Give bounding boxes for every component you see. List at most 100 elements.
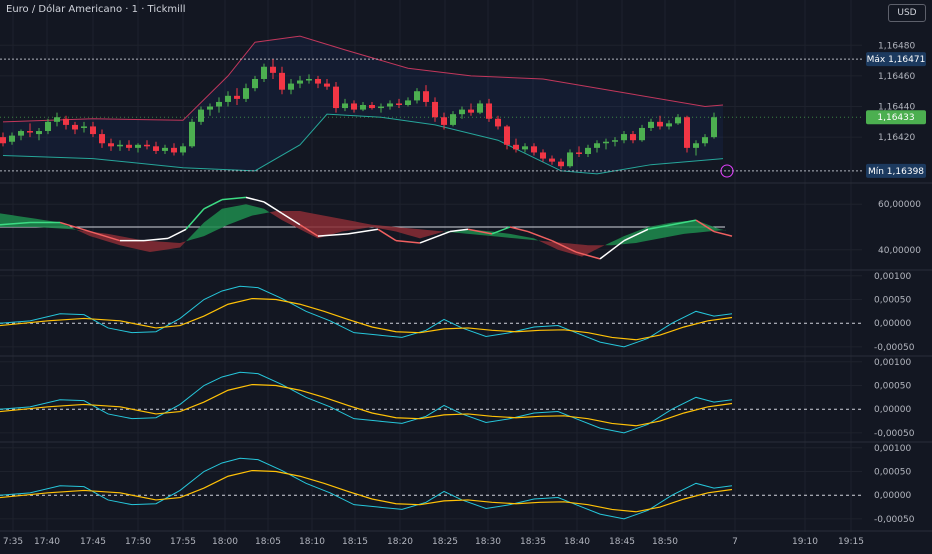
time-tick-label: 18:05 — [255, 537, 281, 547]
candle-body — [684, 117, 690, 148]
candle — [693, 140, 699, 156]
candle-body — [135, 144, 141, 148]
macd-line — [0, 457, 733, 520]
candle-body — [261, 66, 267, 79]
rsi-line-segment — [599, 240, 625, 260]
bollinger-upper-line — [2, 35, 724, 123]
rsi-cloud-segment — [240, 204, 246, 221]
rsi-cloud-segment — [672, 221, 678, 237]
rsi-line-segment — [299, 224, 319, 237]
rsi-cloud-segment — [414, 228, 420, 239]
rsi-cloud-segment — [690, 220, 696, 234]
rsi-cloud-segment — [186, 234, 192, 242]
rsi-cloud-segment — [396, 227, 402, 234]
candle-body — [162, 147, 168, 151]
candle-body — [486, 103, 492, 119]
rsi-cloud-segment — [588, 245, 594, 254]
time-tick-label: 18:25 — [432, 537, 458, 547]
rsi-line-segment — [695, 219, 715, 233]
candle-body — [36, 131, 42, 135]
rsi-cloud-segment — [600, 244, 606, 248]
candle — [549, 155, 555, 165]
candle-body — [621, 134, 627, 141]
rsi-cloud-segment — [168, 242, 174, 250]
macd-tick-label: -0,00050 — [874, 429, 915, 439]
rsi-cloud-segment — [126, 237, 132, 248]
candle — [378, 103, 384, 113]
candle-body — [612, 140, 618, 142]
rsi-line-segment — [395, 239, 421, 244]
candle — [486, 98, 492, 122]
candle-body — [711, 117, 717, 138]
candle-body — [144, 144, 150, 147]
rsi-cloud-segment — [78, 230, 84, 234]
rsi-line-segment — [419, 230, 451, 244]
price-tick-label: 1,16440 — [878, 103, 915, 113]
rsi-line-segment — [575, 251, 601, 260]
rsi-cloud-segment — [174, 242, 180, 249]
time-tick-label: 18:10 — [299, 537, 325, 547]
candle — [117, 140, 123, 151]
candle — [432, 97, 438, 122]
rsi-cloud-segment — [252, 205, 258, 216]
min-price-label-bg — [866, 163, 926, 178]
candle-body — [405, 100, 411, 105]
lightning-icon — [720, 164, 734, 178]
macd-tick-label: 0,00100 — [874, 358, 911, 368]
rsi-cloud-segment — [438, 230, 444, 234]
rsi-cloud-segment — [270, 211, 276, 217]
rsi-cloud-segment — [246, 204, 252, 218]
macd-tick-label: 0,00050 — [874, 295, 911, 305]
candle — [360, 101, 366, 112]
currency-button[interactable]: USD — [888, 4, 926, 22]
candle-body — [180, 146, 186, 153]
candle — [27, 123, 33, 138]
candle — [9, 132, 15, 145]
rsi-line-segment — [551, 239, 577, 253]
candle — [324, 78, 330, 90]
rsi-cloud-segment — [552, 241, 558, 250]
candle-body — [270, 66, 276, 73]
rsi-cloud-segment — [84, 230, 90, 237]
candle — [630, 131, 636, 144]
bollinger-lower-line — [2, 113, 724, 175]
rsi-cloud-segment — [594, 245, 600, 251]
rsi-cloud-segment — [156, 241, 162, 252]
time-tick-label: 18:40 — [564, 537, 590, 547]
candle-body — [225, 95, 231, 102]
candle — [72, 121, 78, 135]
rsi-cloud-segment — [510, 233, 516, 239]
rsi-tick-label: 40,00000 — [878, 246, 921, 256]
rsi-cloud-segment — [60, 222, 66, 229]
candle — [639, 124, 645, 142]
rsi-cloud-segment — [678, 221, 684, 235]
candle-body — [477, 103, 483, 113]
candle — [612, 137, 618, 147]
candle — [576, 146, 582, 158]
macd-tick-label: 0,00100 — [874, 272, 911, 282]
candle — [135, 143, 141, 153]
candle-body — [495, 118, 501, 127]
signal-line — [0, 469, 733, 513]
rsi-cloud-segment — [144, 240, 150, 253]
candle-body — [549, 158, 555, 162]
rsi-line-segment — [527, 230, 553, 242]
candle — [369, 101, 375, 110]
max-price-label-bg — [866, 52, 926, 67]
candle-body — [216, 101, 222, 107]
candle — [423, 85, 429, 107]
candle — [333, 82, 339, 113]
candle — [405, 97, 411, 107]
candle — [279, 66, 285, 95]
rsi-tick-label: 60,00000 — [878, 200, 921, 210]
candle — [387, 100, 393, 110]
candle — [261, 63, 267, 83]
candle-body — [441, 117, 447, 125]
rsi-cloud-segment — [54, 221, 60, 229]
candle-body — [288, 83, 294, 90]
candle — [648, 118, 654, 132]
candle-body — [459, 109, 465, 115]
rsi-line-segment — [185, 208, 205, 230]
